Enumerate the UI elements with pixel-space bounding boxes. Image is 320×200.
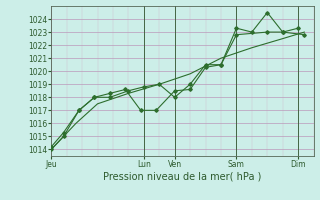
X-axis label: Pression niveau de la mer( hPa ): Pression niveau de la mer( hPa ) <box>103 172 261 182</box>
